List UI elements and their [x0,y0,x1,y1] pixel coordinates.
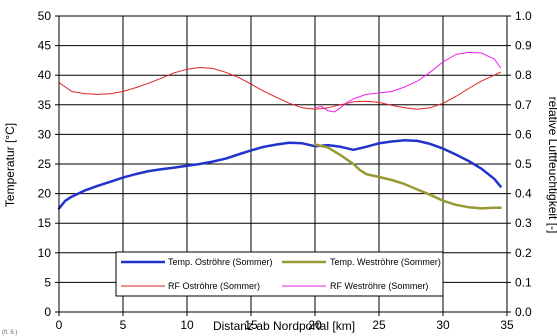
x-tick-label: 0 [56,318,63,332]
x-tick-label: 30 [436,318,450,332]
legend-label-rf-west: RF Weströhre (Sommer) [330,281,428,291]
y-tick-label: 5 [44,275,51,289]
x-tick-label: 15 [244,318,258,332]
series-rf-westroehre [314,51,502,113]
y-tick-label: 50 [38,9,52,23]
footnote: (fl. 6.) [2,330,17,336]
y2-tick-label: 0.1 [515,275,532,289]
legend-label-temp-west: Temp. Weströhre (Sommer) [330,257,441,267]
y2-tick-label: 0.8 [515,68,532,82]
x-tick-label: 5 [120,318,127,332]
x-tick-label: 25 [372,318,386,332]
y2-tick-label: 0.7 [515,98,532,112]
y2-tick-label: 0.2 [515,246,532,260]
legend-box [115,251,444,297]
y2-tick-label: 0.5 [515,157,532,171]
x-tick-label: 35 [500,318,514,332]
y-tick-label: 20 [38,187,52,201]
series-temp-westroehre [313,143,502,210]
y-tick-label: 10 [38,246,52,260]
y-tick-label: 0 [44,305,51,319]
y-tick-label: 25 [38,157,52,171]
y-axis-title: Temperatur [°C] [3,123,17,207]
series-temp-ostroehre [57,139,502,210]
y2-tick-label: 1.0 [515,9,532,23]
legend-label-rf-ost: RF Oströhre (Sommer) [168,281,260,291]
x-tick-label: 10 [180,318,194,332]
y2-tick-label: 0.0 [515,305,532,319]
legend-label-temp-ost: Temp. Oströhre (Sommer) [168,257,273,267]
y2-axis-title: relative Luftfeuchtigkeit [-] [546,97,557,234]
y-tick-label: 45 [38,39,52,53]
y-tick-label: 15 [38,216,52,230]
y2-tick-labels: 0.0 0.1 0.2 0.3 0.4 0.5 0.6 0.7 0.8 0.9 1.0 [507,9,532,319]
y2-tick-label: 0.9 [515,39,532,53]
series-lines [57,51,502,210]
y-tick-label: 40 [38,68,52,82]
y2-tick-label: 0.3 [515,216,532,230]
x-axis-title: Distanz ab Nordportal [km] [213,319,355,333]
y-tick-label: 35 [38,98,52,112]
y2-tick-label: 0.4 [515,187,532,201]
y2-tick-label: 0.6 [515,127,532,141]
legend: Temp. Oströhre (Sommer) Temp. Weströhre … [115,251,444,297]
x-tick-label: 20 [308,318,322,332]
x-tick-labels: 0 5 10 15 20 25 30 35 [56,312,514,332]
series-rf-ostroehre [58,67,502,110]
y-tick-label: 30 [38,127,52,141]
y-tick-labels: 0 5 10 15 20 25 30 35 40 45 50 [38,9,59,319]
